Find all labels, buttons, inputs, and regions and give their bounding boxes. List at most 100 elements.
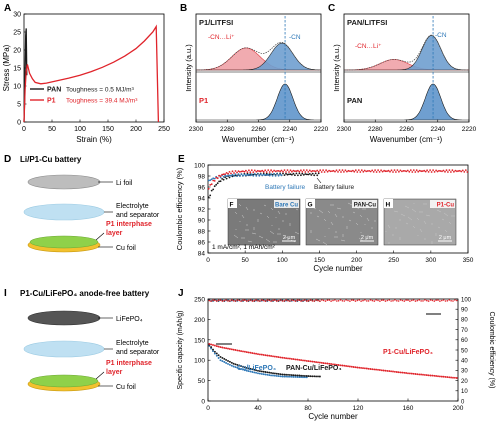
j-capacity-point-pan-cu-lifepo-	[275, 372, 278, 375]
j-ce-point-p1-cu-lifepo-	[426, 299, 428, 302]
panel-j-xlabel: Cycle number	[308, 412, 358, 421]
e-point-p1-cu	[353, 170, 356, 173]
e-point-pan-cu	[276, 173, 278, 175]
j-capacity-point-pan-cu-lifepo-	[245, 366, 248, 369]
j-ce-point-p1-cu-lifepo-	[414, 300, 417, 302]
j-capacity-point-p1-cu-lifepo-	[208, 342, 211, 345]
e-point-p1-cu	[267, 169, 270, 172]
e-point-p1-cu	[375, 171, 378, 173]
e-point-pan-cu	[225, 175, 228, 178]
j-capacity-point-cu-lifepo-	[227, 362, 229, 365]
e-point-pan-cu	[262, 173, 265, 176]
e-point-pan-cu	[268, 174, 271, 177]
e-point-pan-cu	[267, 173, 270, 176]
e-point-pan-cu	[209, 179, 212, 182]
j-capacity-point-p1-cu-lifepo-	[397, 371, 400, 374]
sem-letter-f: F	[230, 202, 234, 209]
j-capacity-point-p1-cu-lifepo-	[333, 363, 336, 366]
e-ytick-label-3: 90	[198, 218, 206, 225]
j-capacity-point-pan-cu-lifepo-	[253, 368, 256, 371]
j-capacity-point-pan-cu-lifepo-	[240, 365, 243, 368]
e-point-p1-cu	[423, 169, 426, 172]
sem-texture	[419, 228, 423, 233]
j-ce-point-p1-cu-lifepo-	[322, 299, 325, 302]
sem-letter-h: H	[386, 202, 391, 209]
j-xtick-label-3: 120	[353, 405, 364, 412]
j-capacity-point-p1-cu-lifepo-	[294, 358, 297, 361]
e-point-p1-cu	[463, 171, 466, 173]
j-ce-point-p1-cu-lifepo-	[289, 300, 291, 302]
e-point-p1-cu	[292, 169, 295, 172]
j-ce-point-p1-cu-lifepo-	[247, 299, 250, 302]
j-ce-point-p1-cu-lifepo-	[377, 299, 379, 302]
e-point-p1-cu	[398, 170, 400, 173]
j-ytick-label-3: 150	[194, 337, 205, 344]
j-ce-point-p1-cu-lifepo-	[242, 299, 244, 301]
j-capacity-point-p1-cu-lifepo-	[429, 374, 432, 377]
j-ce-point-p1-cu-lifepo-	[384, 300, 387, 302]
legend-cu-lifepo4: Cu/LiFePO₄	[237, 365, 276, 372]
j-capacity-point-p1-cu-lifepo-	[386, 369, 389, 372]
a-ytick-label-3: 15	[13, 66, 21, 73]
sem-letter-box	[306, 199, 315, 208]
j-capacity-point-p1-cu-lifepo-	[279, 356, 282, 359]
j-capacity-point-pan-cu-lifepo-	[305, 375, 308, 377]
a-ytick-label-4: 20	[13, 48, 21, 55]
j-capacity-point-pan-cu-lifepo-	[225, 358, 228, 361]
panel-c-top-label: PAN/LITFSI	[347, 18, 387, 27]
sem-texture	[416, 217, 420, 221]
e-point-pan-cu	[237, 173, 240, 176]
e-point-p1-cu	[329, 170, 332, 173]
b-fit-peak-1	[196, 42, 322, 71]
j-ce-point-p1-cu-lifepo-	[291, 299, 293, 301]
sem-texture	[247, 240, 253, 243]
e-point-p1-cu	[259, 170, 262, 173]
sem-texture	[404, 205, 410, 209]
legend-pan-label: PAN	[47, 87, 61, 94]
sem-texture	[323, 218, 327, 222]
j-capacity-point-cu-lifepo-	[251, 371, 254, 373]
panel-d: D Li/P1-Cu battery Li foil Electrolyte a…	[4, 154, 160, 253]
j-ce-point-p1-cu-lifepo-	[394, 299, 396, 301]
e-point-bare-cu	[252, 173, 255, 176]
sem-texture	[444, 229, 448, 233]
j-capacity-point-p1-cu-lifepo-	[221, 346, 224, 349]
j-ce-point-p1-cu-lifepo-	[324, 300, 327, 302]
j-capacity-point-pan-cu-lifepo-	[228, 360, 231, 363]
j-ce-point-p1-cu-lifepo-	[396, 300, 398, 302]
j-y2tick-label-3: 30	[461, 369, 468, 375]
e-point-bare-cu	[207, 196, 210, 199]
a-ytick-label-2: 10	[13, 84, 21, 91]
sem-texture	[263, 204, 267, 207]
j-capacity-point-cu-lifepo-	[240, 368, 243, 370]
j-ce-point-p1-cu-lifepo-	[268, 299, 271, 302]
e-point-bare-cu	[308, 173, 311, 175]
j-capacity-point-p1-cu-lifepo-	[438, 375, 441, 378]
e-point-p1-cu	[433, 171, 436, 173]
panel-i-letter: I	[4, 288, 7, 299]
j-capacity-point-p1-cu-lifepo-	[375, 368, 378, 371]
panel-j-ylabel: Specific capacity (mAh/g)	[177, 311, 184, 390]
e-point-p1-cu	[268, 171, 271, 173]
j-capacity-point-p1-cu-lifepo-	[446, 376, 449, 379]
j-capacity-point-p1-cu-lifepo-	[217, 345, 220, 348]
j-capacity-point-cu-lifepo-	[302, 376, 304, 379]
sem-texture	[336, 207, 342, 210]
j-ce-point-p1-cu-lifepo-	[444, 300, 447, 302]
sem-texture	[327, 210, 331, 214]
b-reference-peak	[196, 83, 321, 121]
e-point-p1-cu	[352, 169, 354, 172]
j-ce-point-p1-cu-lifepo-	[279, 299, 282, 301]
j-ce-point-p1-cu-lifepo-	[311, 300, 314, 302]
e-point-p1-cu	[248, 169, 250, 172]
e-point-p1-cu	[466, 171, 469, 173]
j-capacity-point-cu-lifepo-	[238, 367, 241, 370]
panel-e-sem-insets: F Bare Cu 2 μm G PAN-Cu 2 μm H P1-Cu 2 μm	[227, 198, 457, 246]
j-capacity-point-p1-cu-lifepo-	[341, 364, 344, 367]
j-capacity-point-pan-cu-lifepo-	[268, 371, 271, 374]
j-ce-point-p1-cu-lifepo-	[262, 299, 265, 302]
j-ce-point-p1-cu-lifepo-	[403, 300, 406, 302]
j-ce-point-p1-cu-lifepo-	[399, 299, 402, 301]
j-ce-point-p1-cu-lifepo-	[261, 299, 263, 301]
scale-bar-label: 2 μm	[283, 235, 296, 241]
